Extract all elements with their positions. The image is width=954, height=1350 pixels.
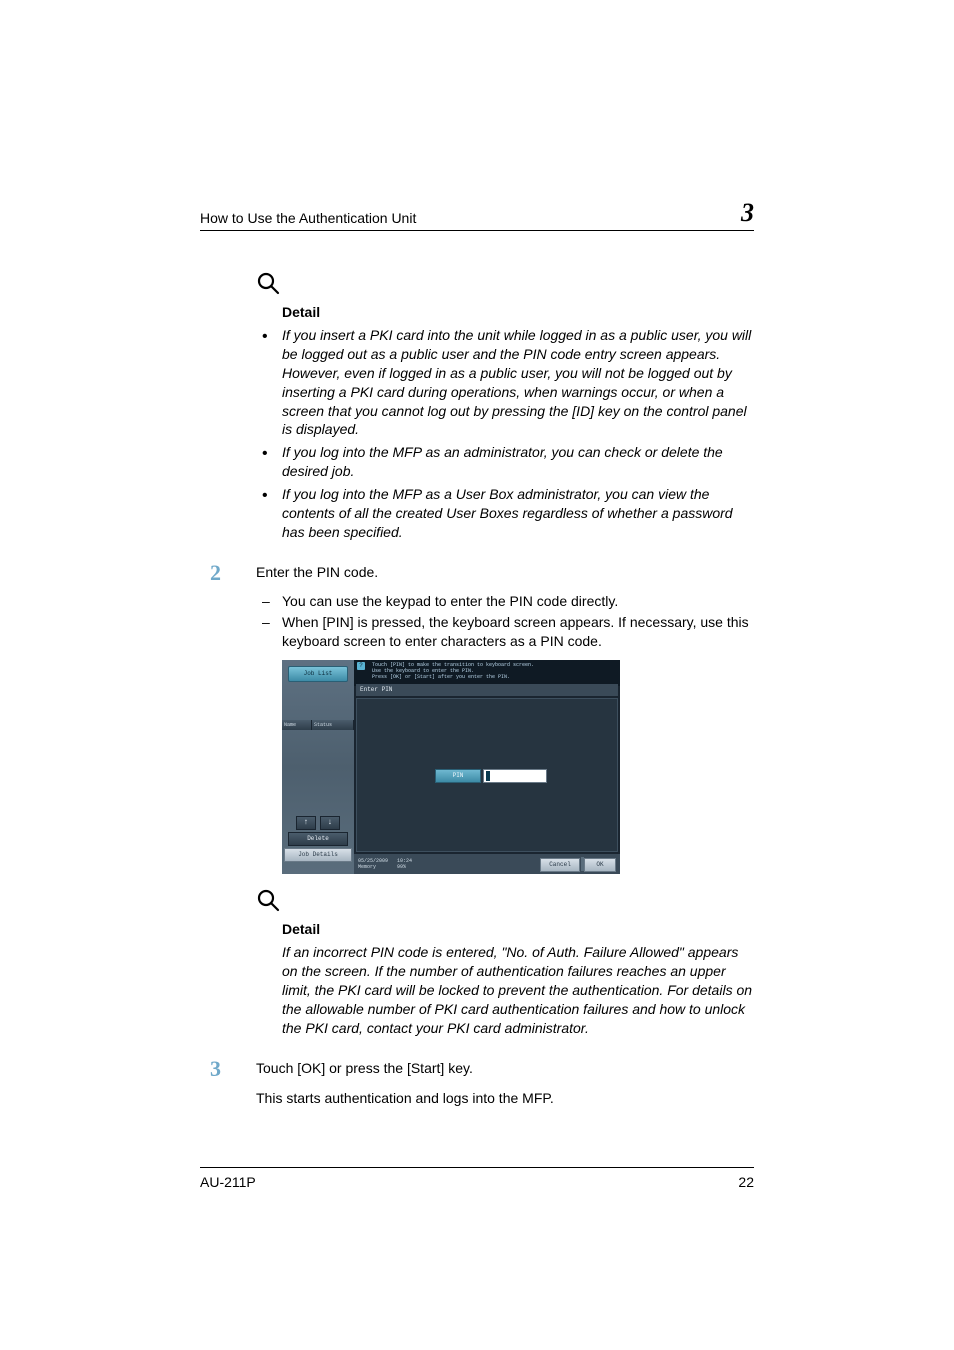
step-2: 2 Enter the PIN code. <box>200 562 754 584</box>
step-text: Enter the PIN code. <box>256 562 754 584</box>
step-number: 3 <box>200 1058 256 1080</box>
step-3: 3 Touch [OK] or press the [Start] key. <box>200 1058 754 1080</box>
dash-item: When [PIN] is pressed, the keyboard scre… <box>256 613 754 651</box>
ss-status-col: Status <box>312 720 354 730</box>
detail-heading: Detail <box>282 304 754 320</box>
dash-item: You can use the keypad to enter the PIN … <box>256 592 754 611</box>
footer-page-number: 22 <box>738 1174 754 1190</box>
ss-memory-label: Memory <box>358 864 376 870</box>
ss-arrow-up-button[interactable]: ↑ <box>296 816 316 830</box>
ss-name-col: Name <box>282 720 312 730</box>
ss-enter-pin-bar: Enter PIN <box>356 684 618 696</box>
ss-timestamp: 05/25/2009 10:24 Memory 99% <box>354 858 412 870</box>
running-head: How to Use the Authentication Unit <box>200 210 416 226</box>
ss-list-header: Name Status <box>282 720 354 730</box>
ss-main-area: ? Touch [PIN] to make the transition to … <box>354 660 620 854</box>
ss-ok-button[interactable]: OK <box>584 858 616 872</box>
ss-cancel-button[interactable]: Cancel <box>540 858 580 872</box>
detail-paragraph: If an incorrect PIN code is entered, "No… <box>282 943 754 1037</box>
ss-help-icon[interactable]: ? <box>357 662 365 670</box>
page-header: How to Use the Authentication Unit 3 <box>200 200 754 231</box>
page-footer: AU-211P 22 <box>200 1167 754 1190</box>
step-dash-list: You can use the keypad to enter the PIN … <box>256 592 754 651</box>
magnifier-icon <box>256 888 754 917</box>
detail-block-1: Detail If you insert a PKI card into the… <box>256 304 754 542</box>
ss-job-details-button[interactable]: Job Details <box>284 848 352 862</box>
ss-instruction-bar: ? Touch [PIN] to make the transition to … <box>354 660 620 686</box>
detail-bullet-list: If you insert a PKI card into the unit w… <box>256 326 754 542</box>
detail-block-2: Detail If an incorrect PIN code is enter… <box>256 921 754 1037</box>
ss-bottom-bar: 05/25/2009 10:24 Memory 99% Cancel OK <box>354 854 620 874</box>
chapter-number: 3 <box>741 200 754 226</box>
ss-memory-pct: 99% <box>397 864 406 870</box>
footer-model: AU-211P <box>200 1174 256 1190</box>
step-body: This starts authentication and logs into… <box>256 1090 754 1106</box>
detail-bullet-item: If you log into the MFP as a User Box ad… <box>256 485 754 542</box>
detail-bullet-item: If you log into the MFP as an administra… <box>256 443 754 481</box>
ss-pin-input[interactable] <box>483 769 547 783</box>
detail-heading: Detail <box>282 921 754 937</box>
ss-panel: PIN <box>356 698 618 852</box>
ss-topbar-line3: Press [OK] or [Start] after you enter th… <box>372 674 616 680</box>
magnifier-icon <box>256 271 754 300</box>
step-number: 2 <box>200 562 256 584</box>
detail-bullet-item: If you insert a PKI card into the unit w… <box>256 326 754 439</box>
ss-pin-button[interactable]: PIN <box>435 769 481 783</box>
ss-delete-button[interactable]: Delete <box>288 832 348 846</box>
step-text: Touch [OK] or press the [Start] key. <box>256 1058 754 1080</box>
document-page: How to Use the Authentication Unit 3 Det… <box>0 0 954 1106</box>
ss-pin-cursor <box>486 771 490 781</box>
ss-sidebar: Job List Name Status ↑ ↓ Delete Job Deta… <box>282 660 354 874</box>
ss-arrow-down-button[interactable]: ↓ <box>320 816 340 830</box>
ss-job-list-button[interactable]: Job List <box>288 666 348 682</box>
mfp-screenshot: Job List Name Status ↑ ↓ Delete Job Deta… <box>282 660 620 874</box>
